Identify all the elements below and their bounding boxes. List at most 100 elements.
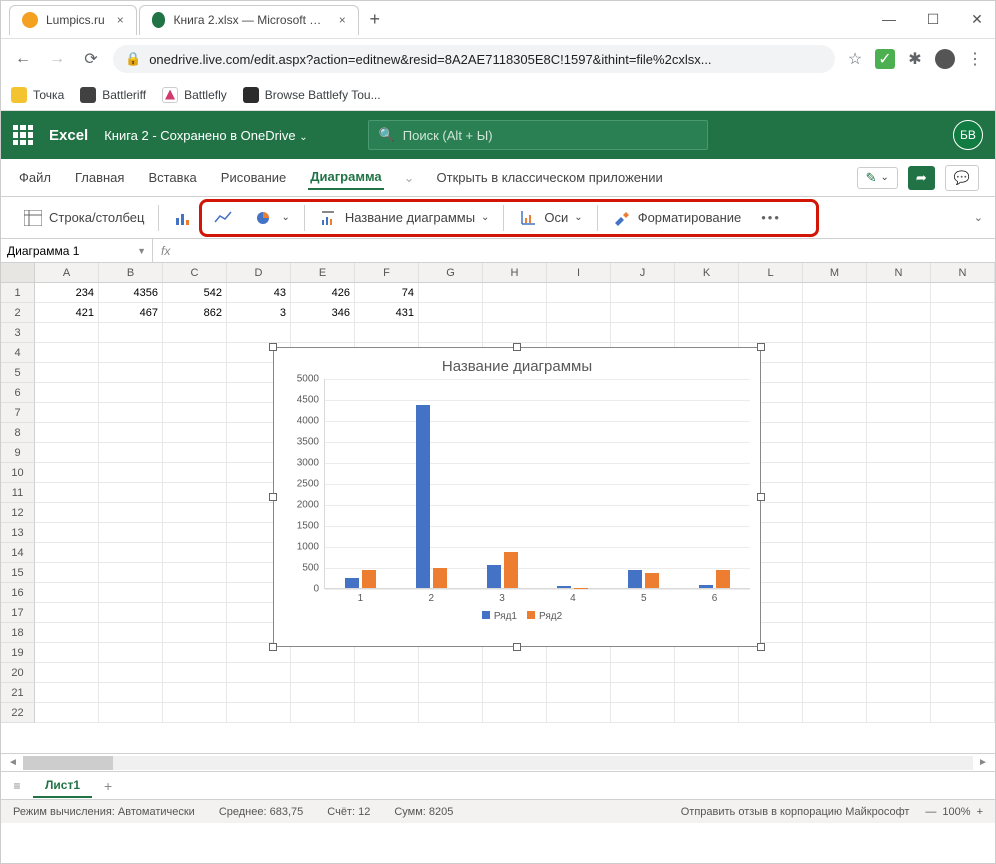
tab-draw[interactable]: Рисование (219, 166, 288, 189)
cell[interactable] (739, 703, 803, 723)
cell[interactable] (99, 503, 163, 523)
column-header[interactable]: D (227, 263, 291, 282)
cell[interactable] (355, 683, 419, 703)
cell[interactable] (35, 663, 99, 683)
cell[interactable] (867, 423, 931, 443)
cell[interactable] (35, 683, 99, 703)
dropdown-icon[interactable]: ▼ (137, 246, 146, 256)
cell[interactable]: 542 (163, 283, 227, 303)
row-header[interactable]: 18 (1, 623, 35, 643)
chart-title-button[interactable]: Название диаграммы⌄ (309, 203, 500, 233)
editing-mode-button[interactable]: ✎⌄ (857, 167, 898, 189)
cell[interactable] (35, 463, 99, 483)
column-header[interactable]: H (483, 263, 547, 282)
cell[interactable] (99, 423, 163, 443)
share-button[interactable]: ➦ (908, 166, 935, 190)
cell[interactable] (99, 363, 163, 383)
cell[interactable] (867, 603, 931, 623)
cell[interactable] (931, 583, 995, 603)
cell[interactable] (867, 363, 931, 383)
cell[interactable] (99, 603, 163, 623)
cell[interactable] (867, 403, 931, 423)
cell[interactable] (35, 403, 99, 423)
row-header[interactable]: 2 (1, 303, 35, 323)
cell[interactable] (163, 483, 227, 503)
cell[interactable] (867, 343, 931, 363)
cell[interactable] (675, 663, 739, 683)
cell[interactable] (611, 663, 675, 683)
cell[interactable] (867, 643, 931, 663)
cell[interactable] (35, 703, 99, 723)
cell[interactable] (867, 703, 931, 723)
cell[interactable] (163, 523, 227, 543)
close-tab-icon[interactable]: × (117, 13, 124, 27)
row-header[interactable]: 14 (1, 543, 35, 563)
row-header[interactable]: 5 (1, 363, 35, 383)
row-header[interactable]: 1 (1, 283, 35, 303)
cell[interactable]: 431 (355, 303, 419, 323)
cell[interactable] (355, 323, 419, 343)
cell[interactable] (419, 283, 483, 303)
cell[interactable] (803, 323, 867, 343)
chart-bar[interactable] (362, 570, 376, 588)
cell[interactable] (611, 703, 675, 723)
row-header[interactable]: 10 (1, 463, 35, 483)
zoom-out-icon[interactable]: — (925, 806, 936, 818)
cell[interactable] (227, 703, 291, 723)
cells-area[interactable]: 234435654243426744214678623346431 Назван… (35, 283, 995, 723)
cell[interactable] (675, 283, 739, 303)
tab-insert[interactable]: Вставка (146, 166, 198, 189)
cell[interactable] (803, 683, 867, 703)
browser-tab-0[interactable]: Lumpics.ru × (9, 5, 137, 35)
chart-title-text[interactable]: Название диаграммы (274, 348, 760, 379)
cell[interactable] (35, 383, 99, 403)
select-all-button[interactable] (1, 263, 35, 282)
cell[interactable] (803, 523, 867, 543)
cell[interactable] (355, 663, 419, 683)
cell[interactable] (483, 703, 547, 723)
cell[interactable] (227, 663, 291, 683)
search-input[interactable]: 🔍 Поиск (Alt + Ы) (368, 120, 708, 150)
cell[interactable] (483, 663, 547, 683)
cell[interactable] (163, 543, 227, 563)
cell[interactable] (163, 423, 227, 443)
cell[interactable]: 234 (35, 283, 99, 303)
cell[interactable] (99, 703, 163, 723)
cell[interactable] (931, 623, 995, 643)
row-header[interactable]: 4 (1, 343, 35, 363)
cell[interactable] (35, 423, 99, 443)
cell[interactable] (547, 303, 611, 323)
cell[interactable] (163, 623, 227, 643)
cell[interactable] (35, 363, 99, 383)
cell[interactable] (547, 323, 611, 343)
cell[interactable] (163, 343, 227, 363)
cell[interactable] (675, 323, 739, 343)
column-header[interactable]: A (35, 263, 99, 282)
resize-handle[interactable] (513, 643, 521, 651)
cell[interactable] (483, 323, 547, 343)
row-header[interactable]: 16 (1, 583, 35, 603)
chart-plot-area[interactable]: 0500100015002000250030003500400045005000… (324, 379, 750, 589)
menu-icon[interactable]: ⋮ (965, 49, 985, 69)
cell[interactable] (227, 683, 291, 703)
cell[interactable] (611, 283, 675, 303)
check-icon[interactable]: ✓ (875, 49, 895, 69)
user-avatar[interactable]: БВ (953, 120, 983, 150)
cell[interactable] (99, 403, 163, 423)
cell[interactable] (99, 383, 163, 403)
cell[interactable] (547, 283, 611, 303)
column-header[interactable]: C (163, 263, 227, 282)
cell[interactable] (867, 283, 931, 303)
cell[interactable] (99, 323, 163, 343)
row-header[interactable]: 22 (1, 703, 35, 723)
cell[interactable] (163, 503, 227, 523)
cell[interactable] (931, 643, 995, 663)
cell[interactable] (803, 703, 867, 723)
cell[interactable] (867, 543, 931, 563)
cell[interactable] (803, 363, 867, 383)
cell[interactable] (35, 543, 99, 563)
cell[interactable] (803, 663, 867, 683)
cell[interactable]: 43 (227, 283, 291, 303)
row-header[interactable]: 11 (1, 483, 35, 503)
cell[interactable] (931, 443, 995, 463)
